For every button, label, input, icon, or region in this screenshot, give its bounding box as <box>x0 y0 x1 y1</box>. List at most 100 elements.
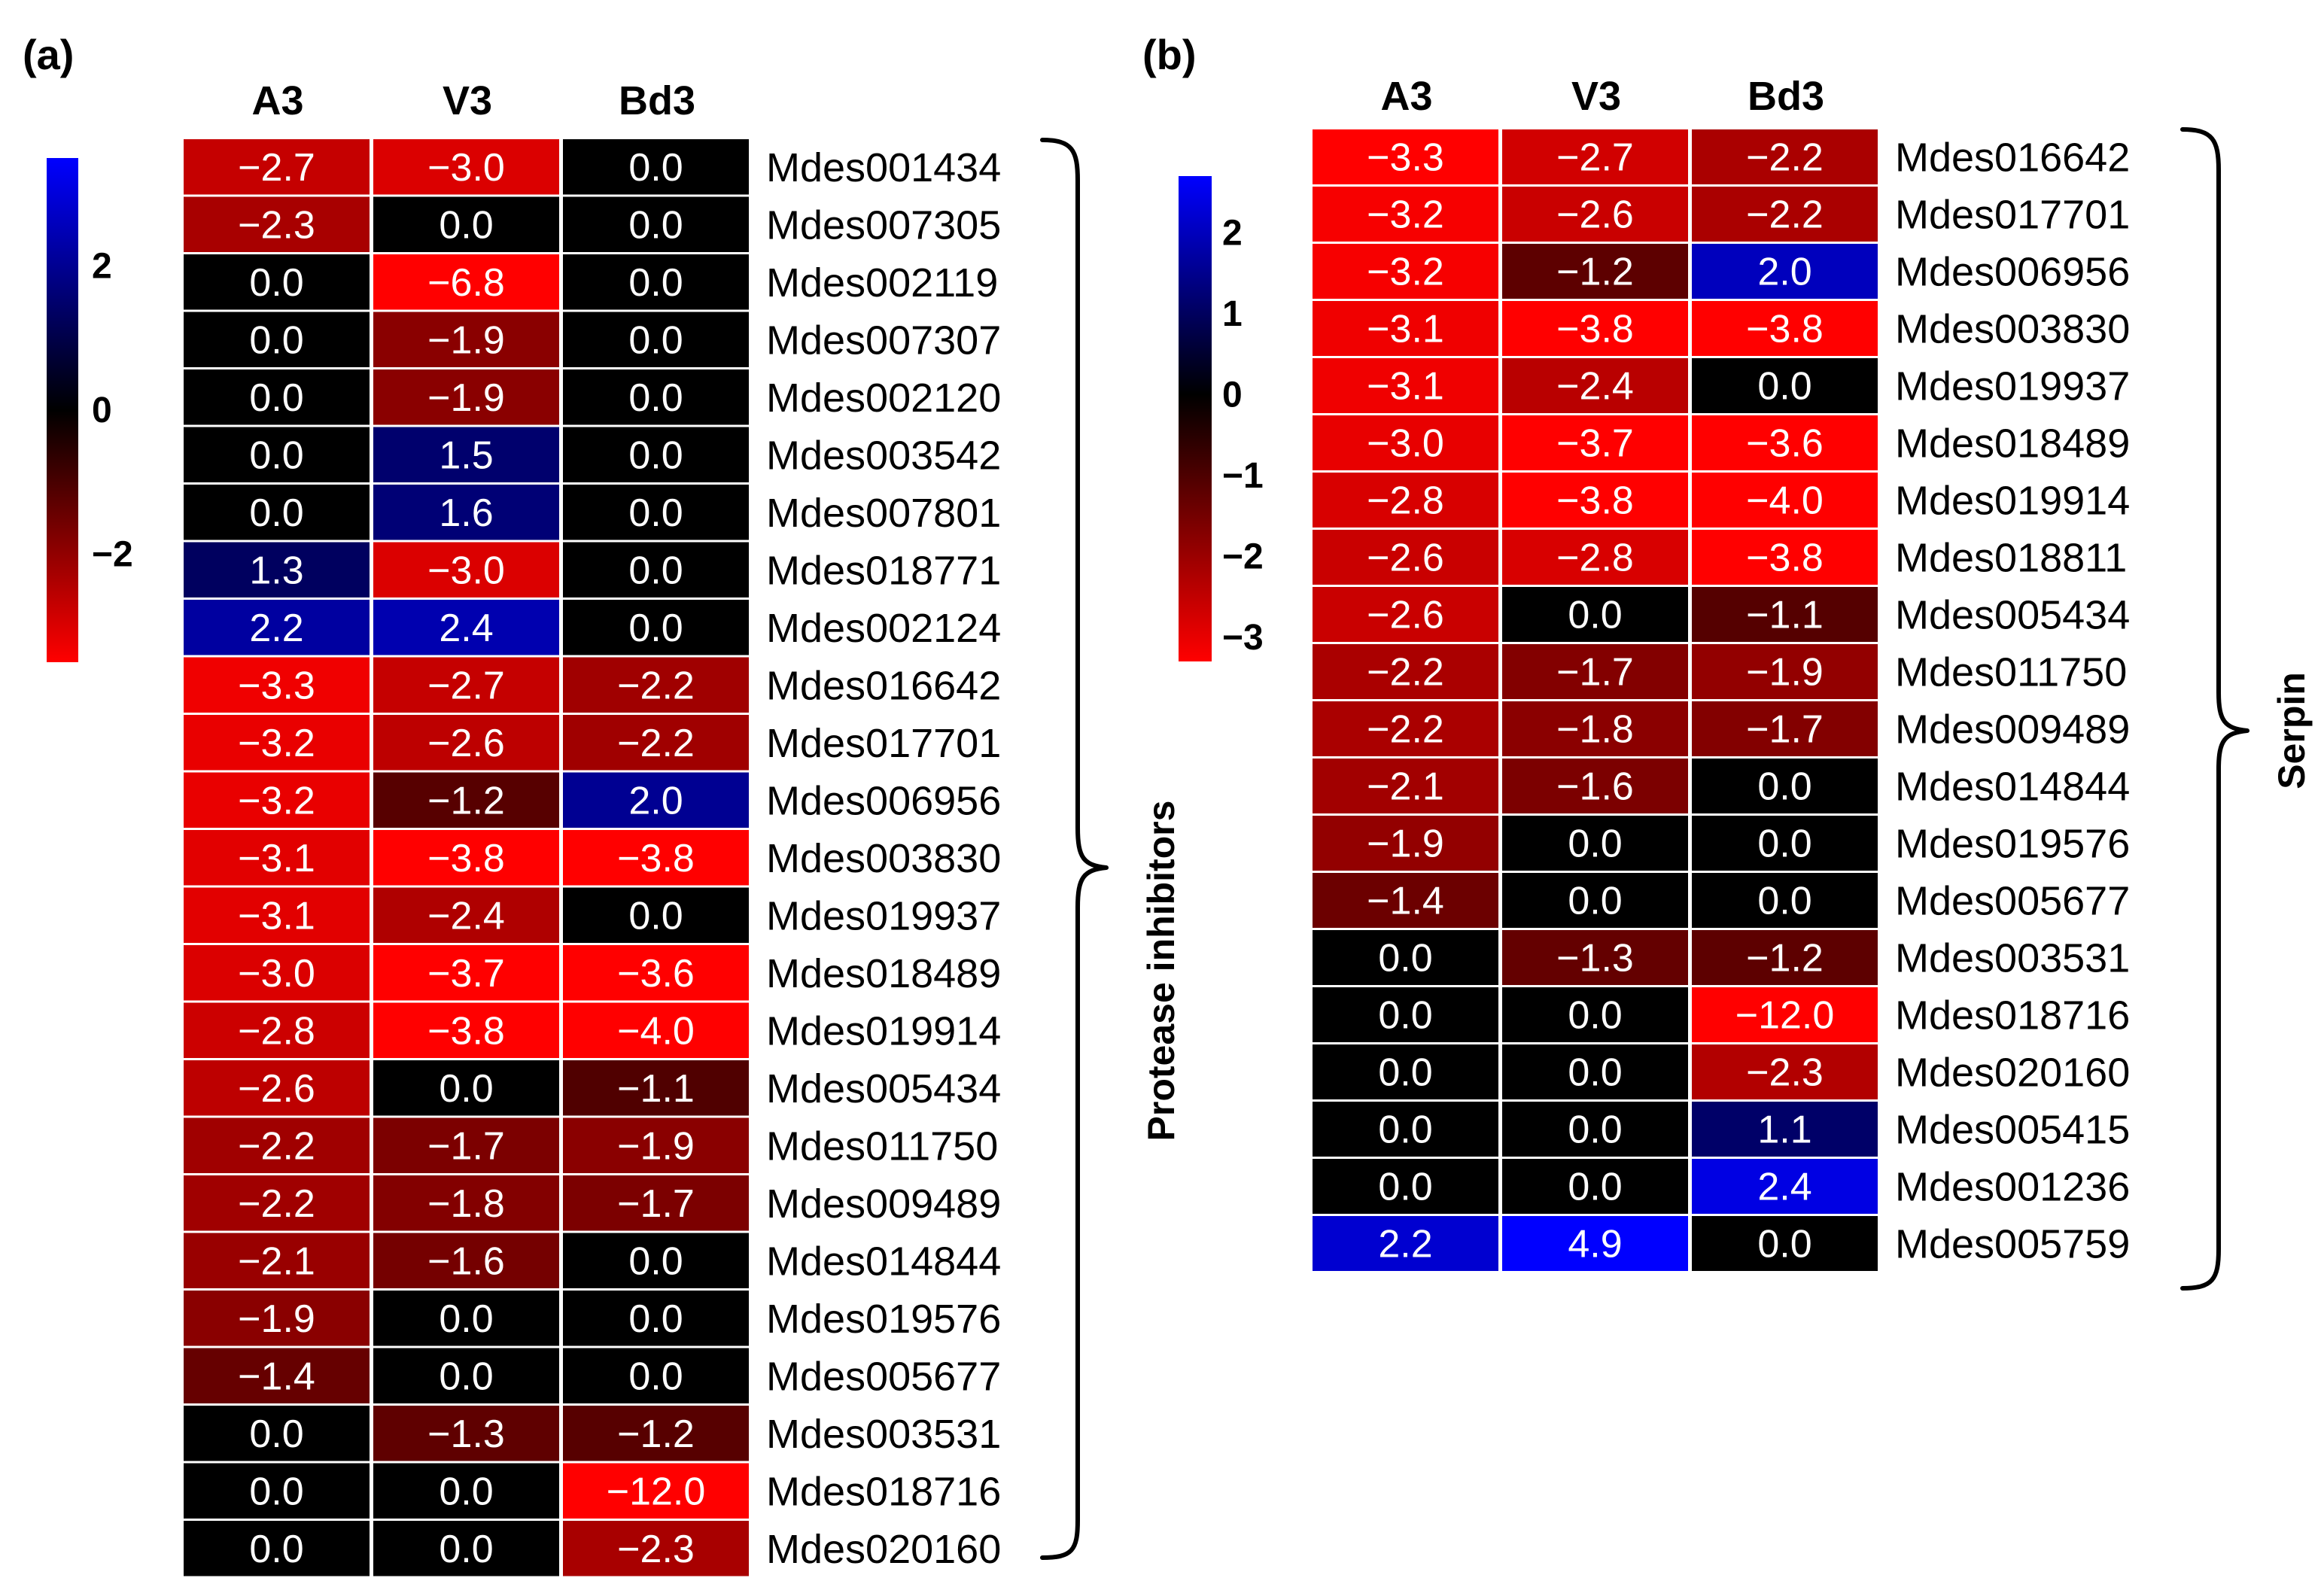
panel-a-cell-label: −1.8 <box>427 1182 505 1226</box>
panel-a-cell-label: −1.2 <box>617 1412 695 1456</box>
panel-a-cell-label: −1.7 <box>427 1124 505 1168</box>
panel-a-cell-mdes019937-v3 <box>373 887 559 943</box>
panel-b-row-label-mdes017701: Mdes017701 <box>1895 193 2130 238</box>
panel-a-row-label-mdes005677: Mdes005677 <box>766 1354 1001 1399</box>
panel-b-cell-mdes018489-bd3 <box>1692 415 1878 470</box>
panel-a-row-label-mdes002120: Mdes002120 <box>766 375 1001 421</box>
panel-a-row-label-mdes019576: Mdes019576 <box>766 1297 1001 1342</box>
panel-a-cell-mdes011750-bd3 <box>563 1117 749 1173</box>
panel-b-cell-mdes011750-bd3 <box>1692 644 1878 699</box>
panel-b-row-label-mdes016642: Mdes016642 <box>1895 135 2130 181</box>
panel-a-column-header-v3: V3 <box>443 78 492 123</box>
panel-b-cell-mdes005759-bd3 <box>1692 1216 1878 1271</box>
panel-a-cell-mdes007305-v3 <box>373 196 559 252</box>
panel-b-row-label-mdes018811: Mdes018811 <box>1895 536 2127 581</box>
panel-a-cell-mdes017701-bd3 <box>563 715 749 771</box>
panel-b-cell-label: −2.6 <box>1556 193 1634 237</box>
panel-a-cell-label: −3.1 <box>238 894 315 938</box>
panel-b-column-header-a3: A3 <box>1380 74 1432 119</box>
panel-a-cell-mdes007307-bd3 <box>563 312 749 367</box>
panel-a-cell-mdes019914-a3 <box>184 1002 370 1058</box>
panel-b-cell-mdes005677-bd3 <box>1692 873 1878 928</box>
panel-b-cell-label: −2.7 <box>1556 136 1634 180</box>
panel-b-cell-mdes017701-bd3 <box>1692 187 1878 242</box>
panel-b-cell-mdes018811-v3 <box>1502 530 1688 585</box>
panel-b-cell-mdes019576-a3 <box>1313 816 1498 871</box>
panel-b-cell-label: −3.1 <box>1367 308 1444 351</box>
panel-a-cell-mdes005434-a3 <box>184 1060 370 1116</box>
panel-a-cell-mdes018716-v3 <box>373 1463 559 1519</box>
panel-b-cell-mdes018811-a3 <box>1313 530 1498 585</box>
panel-b-row-label-mdes014844: Mdes014844 <box>1895 765 2130 810</box>
panel-b-cell-label: −3.1 <box>1367 365 1444 409</box>
panel-a-cell-mdes019914-bd3 <box>563 1002 749 1058</box>
panel-b-cell-mdes019576-bd3 <box>1692 816 1878 871</box>
panel-a-cell-mdes001434-bd3 <box>563 139 749 195</box>
panel-a-cell-label: −1.9 <box>427 376 505 420</box>
panel-b-cell-label: −3.3 <box>1367 136 1444 180</box>
panel-a-cell-mdes002124-a3 <box>184 600 370 655</box>
panel-a-cell-label: −2.2 <box>238 1124 315 1168</box>
panel-a-row-label-mdes018771: Mdes018771 <box>766 548 1001 593</box>
panel-b-row-label-mdes018489: Mdes018489 <box>1895 421 2130 467</box>
panel-b-group-label: Serpin <box>2271 672 2313 789</box>
panel-a-row-label-mdes017701: Mdes017701 <box>766 721 1001 766</box>
panel-b-cell-label: −1.2 <box>1746 937 1824 981</box>
panel-a-cell-mdes018716-a3 <box>184 1463 370 1519</box>
panel-a-cell-label: 0.0 <box>628 376 683 420</box>
panel-a-cell-label: −3.3 <box>238 664 315 707</box>
panel-b-colorbar-gradient <box>1179 176 1212 661</box>
panel-b-cell-mdes018716-bd3 <box>1692 987 1878 1042</box>
panel-b-row-label-mdes019937: Mdes019937 <box>1895 364 2130 409</box>
panel-b-cell-label: −3.8 <box>1556 479 1634 523</box>
panel-b-row-label-mdes003830: Mdes003830 <box>1895 307 2130 352</box>
panel-a-cell-label: 0.0 <box>249 318 303 362</box>
panel-a-cell-label: −2.3 <box>238 203 315 247</box>
panel-a-colorbar-tick: 2 <box>92 247 112 287</box>
panel-a-cell-label: −1.1 <box>617 1067 695 1111</box>
panel-b-cell-mdes016642-bd3 <box>1692 129 1878 184</box>
panel-a-row-label-mdes001434: Mdes001434 <box>766 145 1001 190</box>
panel-b-cell-label: 0.0 <box>1378 1166 1432 1209</box>
panel-a-cell-mdes016642-v3 <box>373 657 559 713</box>
panel-b-colorbar-tick: 0 <box>1222 375 1243 415</box>
panel-a-cell-mdes007305-bd3 <box>563 196 749 252</box>
panel-b-cell-label: 0.0 <box>1378 937 1432 981</box>
panel-a-colorbar-tick: 0 <box>92 391 112 430</box>
panel-a-cell-label: −3.2 <box>238 722 315 765</box>
panel-a-cell-mdes002124-bd3 <box>563 600 749 655</box>
panel-b-cell-label: 0.0 <box>1378 994 1432 1038</box>
panel-a-cell-label: −1.7 <box>617 1182 695 1226</box>
panel-b-cell-label: 4.9 <box>1568 1223 1622 1266</box>
panel-a: (a) A3 V3 Bd3 −2.7 −3.0 0.0 −2.3 0.0 0.0 0.0 −6.8… <box>23 31 1182 1576</box>
panel-a-cell-mdes009489-bd3 <box>563 1175 749 1231</box>
panel-b-cell-label: 0.0 <box>1378 1051 1432 1095</box>
panel-b-row-label-mdes005434: Mdes005434 <box>1895 593 2130 638</box>
panel-a-cell-mdes002120-bd3 <box>563 369 749 425</box>
panel-b-cell-mdes018489-v3 <box>1502 415 1688 470</box>
panel-a-cell-mdes019914-v3 <box>373 1002 559 1058</box>
panel-b-cell-mdes009489-a3 <box>1313 701 1498 756</box>
panel-b-row-label-mdes005415: Mdes005415 <box>1895 1108 2130 1153</box>
panel-a-cell-label: 1.3 <box>249 549 303 592</box>
panel-a-cell-mdes003830-a3 <box>184 830 370 886</box>
panel-a-cell-label: 0.0 <box>249 1528 303 1571</box>
panel-b-cell-label: −2.1 <box>1367 765 1444 809</box>
panel-b-cell-mdes018489-a3 <box>1313 415 1498 470</box>
panel-a-cell-label: 0.0 <box>439 1470 493 1513</box>
panel-a-row-label-mdes002124: Mdes002124 <box>766 606 1001 651</box>
panel-a-cell-mdes007307-v3 <box>373 312 559 367</box>
panel-a-cell-mdes011750-v3 <box>373 1117 559 1173</box>
panel-b-cell-label: 0.0 <box>1568 1051 1622 1095</box>
panel-a-cell-mdes018771-v3 <box>373 542 559 597</box>
panel-a-group-label: Protease inhibitors <box>1140 801 1182 1142</box>
panel-a-cell-label: 2.4 <box>439 607 493 650</box>
panel-a-cell-label: 0.0 <box>249 376 303 420</box>
panel-a-cell-label: −1.9 <box>427 318 505 362</box>
panel-b-cell-mdes001236-bd3 <box>1692 1159 1878 1214</box>
panel-a-cell-mdes007801-v3 <box>373 485 559 540</box>
panel-b-cell-mdes016642-v3 <box>1502 129 1688 184</box>
panel-b: (b) A3 V3 Bd3 −3.3 −2.7 −2.2 −3.2 −2.6 −2.2 −3.2… <box>1142 31 2313 1291</box>
panel-b-cell-label: 0.0 <box>1757 880 1811 923</box>
